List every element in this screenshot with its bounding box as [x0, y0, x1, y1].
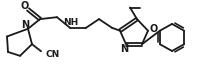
- Text: CN: CN: [46, 50, 60, 59]
- Text: NH: NH: [63, 18, 79, 27]
- Text: N: N: [21, 20, 29, 30]
- Text: O: O: [150, 24, 158, 34]
- Text: N: N: [120, 44, 128, 54]
- Text: O: O: [21, 1, 29, 11]
